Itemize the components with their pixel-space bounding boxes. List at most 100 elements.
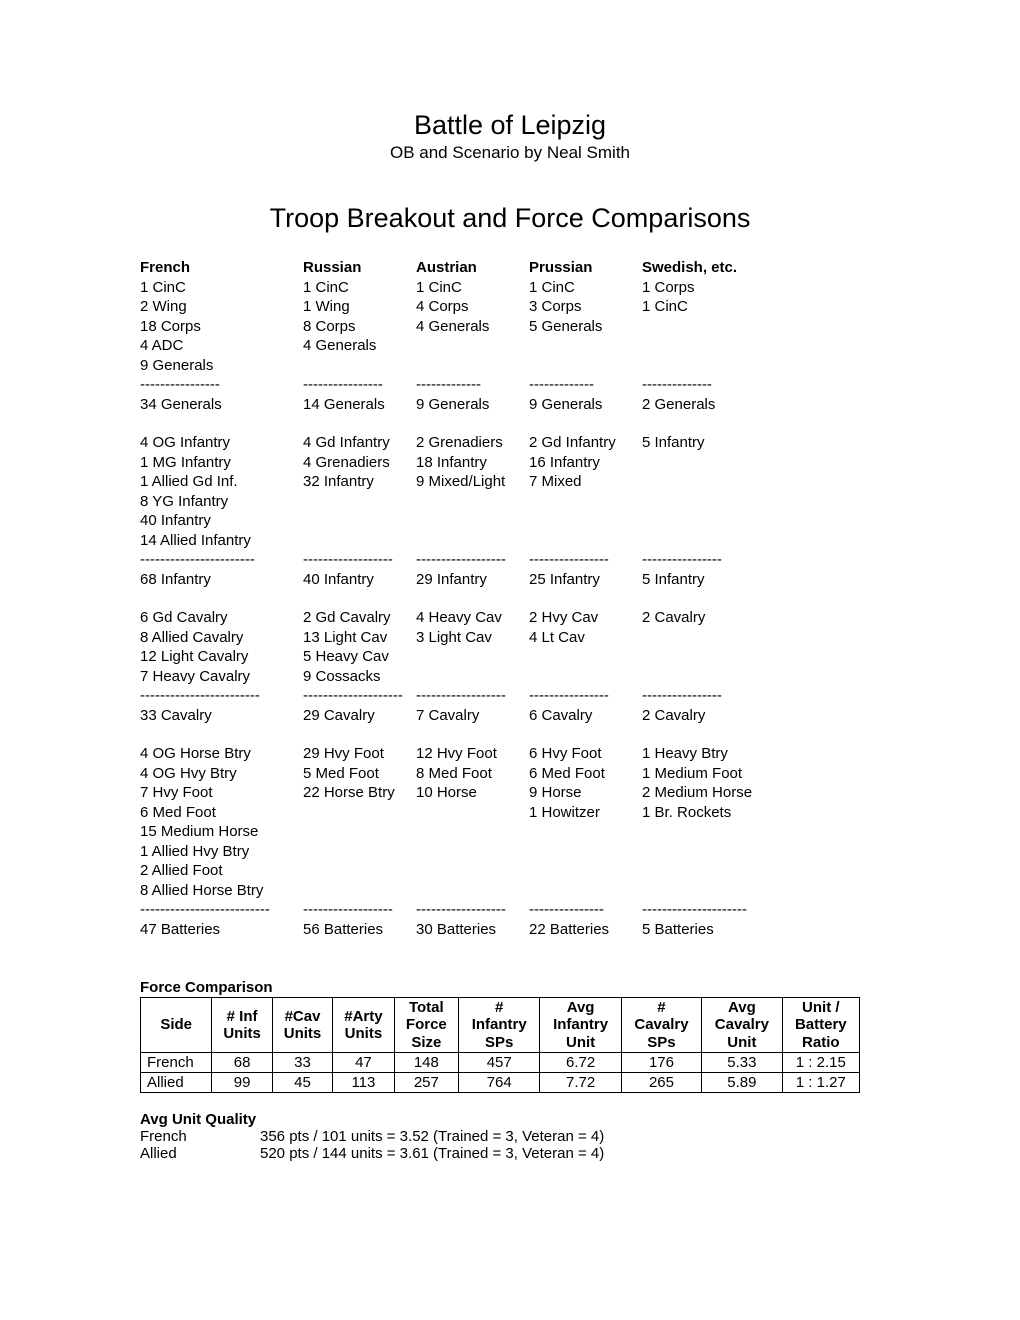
- force-tr: French6833471484576.721765.331 : 2.15: [141, 1052, 860, 1072]
- divider: ------------------: [416, 900, 529, 920]
- line: [416, 647, 529, 667]
- line: 8 YG Infantry: [140, 492, 303, 512]
- force-table-header-row: Side# InfUnits#CavUnits#ArtyUnitsTotalFo…: [141, 998, 860, 1053]
- line: [416, 356, 529, 376]
- line: 1 CinC: [416, 278, 529, 298]
- line: [416, 511, 529, 531]
- line: 3 Light Cav: [416, 628, 529, 648]
- force-td: 265: [621, 1072, 701, 1092]
- line: 1 CinC: [642, 297, 782, 317]
- force-td: 5.33: [702, 1052, 782, 1072]
- divider: ----------------: [642, 686, 782, 706]
- line: 15 Medium Horse: [140, 822, 303, 842]
- line: 4 Generals: [416, 317, 529, 337]
- line: [642, 511, 782, 531]
- line: 6 Gd Cavalry: [140, 608, 303, 628]
- force-th: #ArtyUnits: [333, 998, 394, 1053]
- line: [642, 667, 782, 687]
- line: [529, 336, 642, 356]
- col-swedish: Swedish, etc.1 Corps1 CinC -------------…: [642, 258, 782, 939]
- divider: ------------------: [416, 686, 529, 706]
- force-td: 1 : 1.27: [782, 1072, 859, 1092]
- line: [642, 881, 782, 901]
- line: [642, 317, 782, 337]
- line: [303, 492, 416, 512]
- force-tr: Allied99451132577647.722655.891 : 1.27: [141, 1072, 860, 1092]
- line: 40 Infantry: [303, 570, 416, 590]
- col-prussian: Prussian1 CinC3 Corps5 Generals --------…: [529, 258, 642, 939]
- force-th: Unit /BatteryRatio: [782, 998, 859, 1053]
- line: [642, 356, 782, 376]
- line: 1 CinC: [140, 278, 303, 298]
- force-td: 257: [394, 1072, 458, 1092]
- page: Battle of Leipzig OB and Scenario by Nea…: [0, 0, 1020, 1202]
- force-th: Side: [141, 998, 212, 1053]
- line: [303, 531, 416, 551]
- line: 7 Heavy Cavalry: [140, 667, 303, 687]
- force-comparison-table: Side# InfUnits#CavUnits#ArtyUnitsTotalFo…: [140, 997, 860, 1093]
- line: 9 Mixed/Light: [416, 472, 529, 492]
- force-td: Allied: [141, 1072, 212, 1092]
- line: 4 ADC: [140, 336, 303, 356]
- line: 1 Allied Hvy Btry: [140, 842, 303, 862]
- line: [416, 803, 529, 823]
- force-td: 47: [333, 1052, 394, 1072]
- line: 8 Med Foot: [416, 764, 529, 784]
- line: 29 Hvy Foot: [303, 744, 416, 764]
- line: 9 Horse: [529, 783, 642, 803]
- line: [642, 453, 782, 473]
- line: [303, 803, 416, 823]
- line: 5 Infantry: [642, 433, 782, 453]
- divider: ----------------: [529, 550, 642, 570]
- line: 9 Generals: [529, 395, 642, 415]
- force-th: # InfUnits: [212, 998, 272, 1053]
- divider: ----------------: [529, 686, 642, 706]
- line: 3 Corps: [529, 297, 642, 317]
- line: 9 Generals: [416, 395, 529, 415]
- line: 12 Hvy Foot: [416, 744, 529, 764]
- line: 4 Gd Infantry: [303, 433, 416, 453]
- page-subtitle: OB and Scenario by Neal Smith: [140, 143, 880, 163]
- line: 40 Infantry: [140, 511, 303, 531]
- line: 1 Allied Gd Inf.: [140, 472, 303, 492]
- line: [642, 842, 782, 862]
- line: [416, 822, 529, 842]
- avg-side: Allied: [140, 1145, 260, 1162]
- line: 6 Hvy Foot: [529, 744, 642, 764]
- force-td: 6.72: [540, 1052, 621, 1072]
- force-td: 68: [212, 1052, 272, 1072]
- line: [529, 822, 642, 842]
- page-title: Battle of Leipzig: [140, 110, 880, 141]
- line: 16 Infantry: [529, 453, 642, 473]
- line: [303, 881, 416, 901]
- line: [416, 531, 529, 551]
- line: 1 CinC: [529, 278, 642, 298]
- divider: ----------------: [303, 375, 416, 395]
- force-th: #CavalrySPs: [621, 998, 701, 1053]
- line: 29 Cavalry: [303, 706, 416, 726]
- line: 9 Cossacks: [303, 667, 416, 687]
- line: [642, 336, 782, 356]
- divider: -------------: [416, 375, 529, 395]
- line: 2 Gd Cavalry: [303, 608, 416, 628]
- line: [529, 531, 642, 551]
- force-td: 7.72: [540, 1072, 621, 1092]
- divider: ------------------------: [140, 686, 303, 706]
- line: [529, 842, 642, 862]
- col-french: French1 CinC2 Wing18 Corps4 ADC9 General…: [140, 258, 303, 939]
- avg-side: French: [140, 1128, 260, 1145]
- line: 22 Batteries: [529, 920, 642, 940]
- col-header: Prussian: [529, 258, 642, 278]
- force-th: #CavUnits: [272, 998, 332, 1053]
- force-th: AvgCavalryUnit: [702, 998, 782, 1053]
- col-header: Russian: [303, 258, 416, 278]
- line: 2 Gd Infantry: [529, 433, 642, 453]
- line: 1 Wing: [303, 297, 416, 317]
- line: 47 Batteries: [140, 920, 303, 940]
- line: 12 Light Cavalry: [140, 647, 303, 667]
- line: 1 CinC: [303, 278, 416, 298]
- line: 4 OG Infantry: [140, 433, 303, 453]
- line: 1 Howitzer: [529, 803, 642, 823]
- avg-text: 520 pts / 144 units = 3.61 (Trained = 3,…: [260, 1145, 604, 1162]
- line: 32 Infantry: [303, 472, 416, 492]
